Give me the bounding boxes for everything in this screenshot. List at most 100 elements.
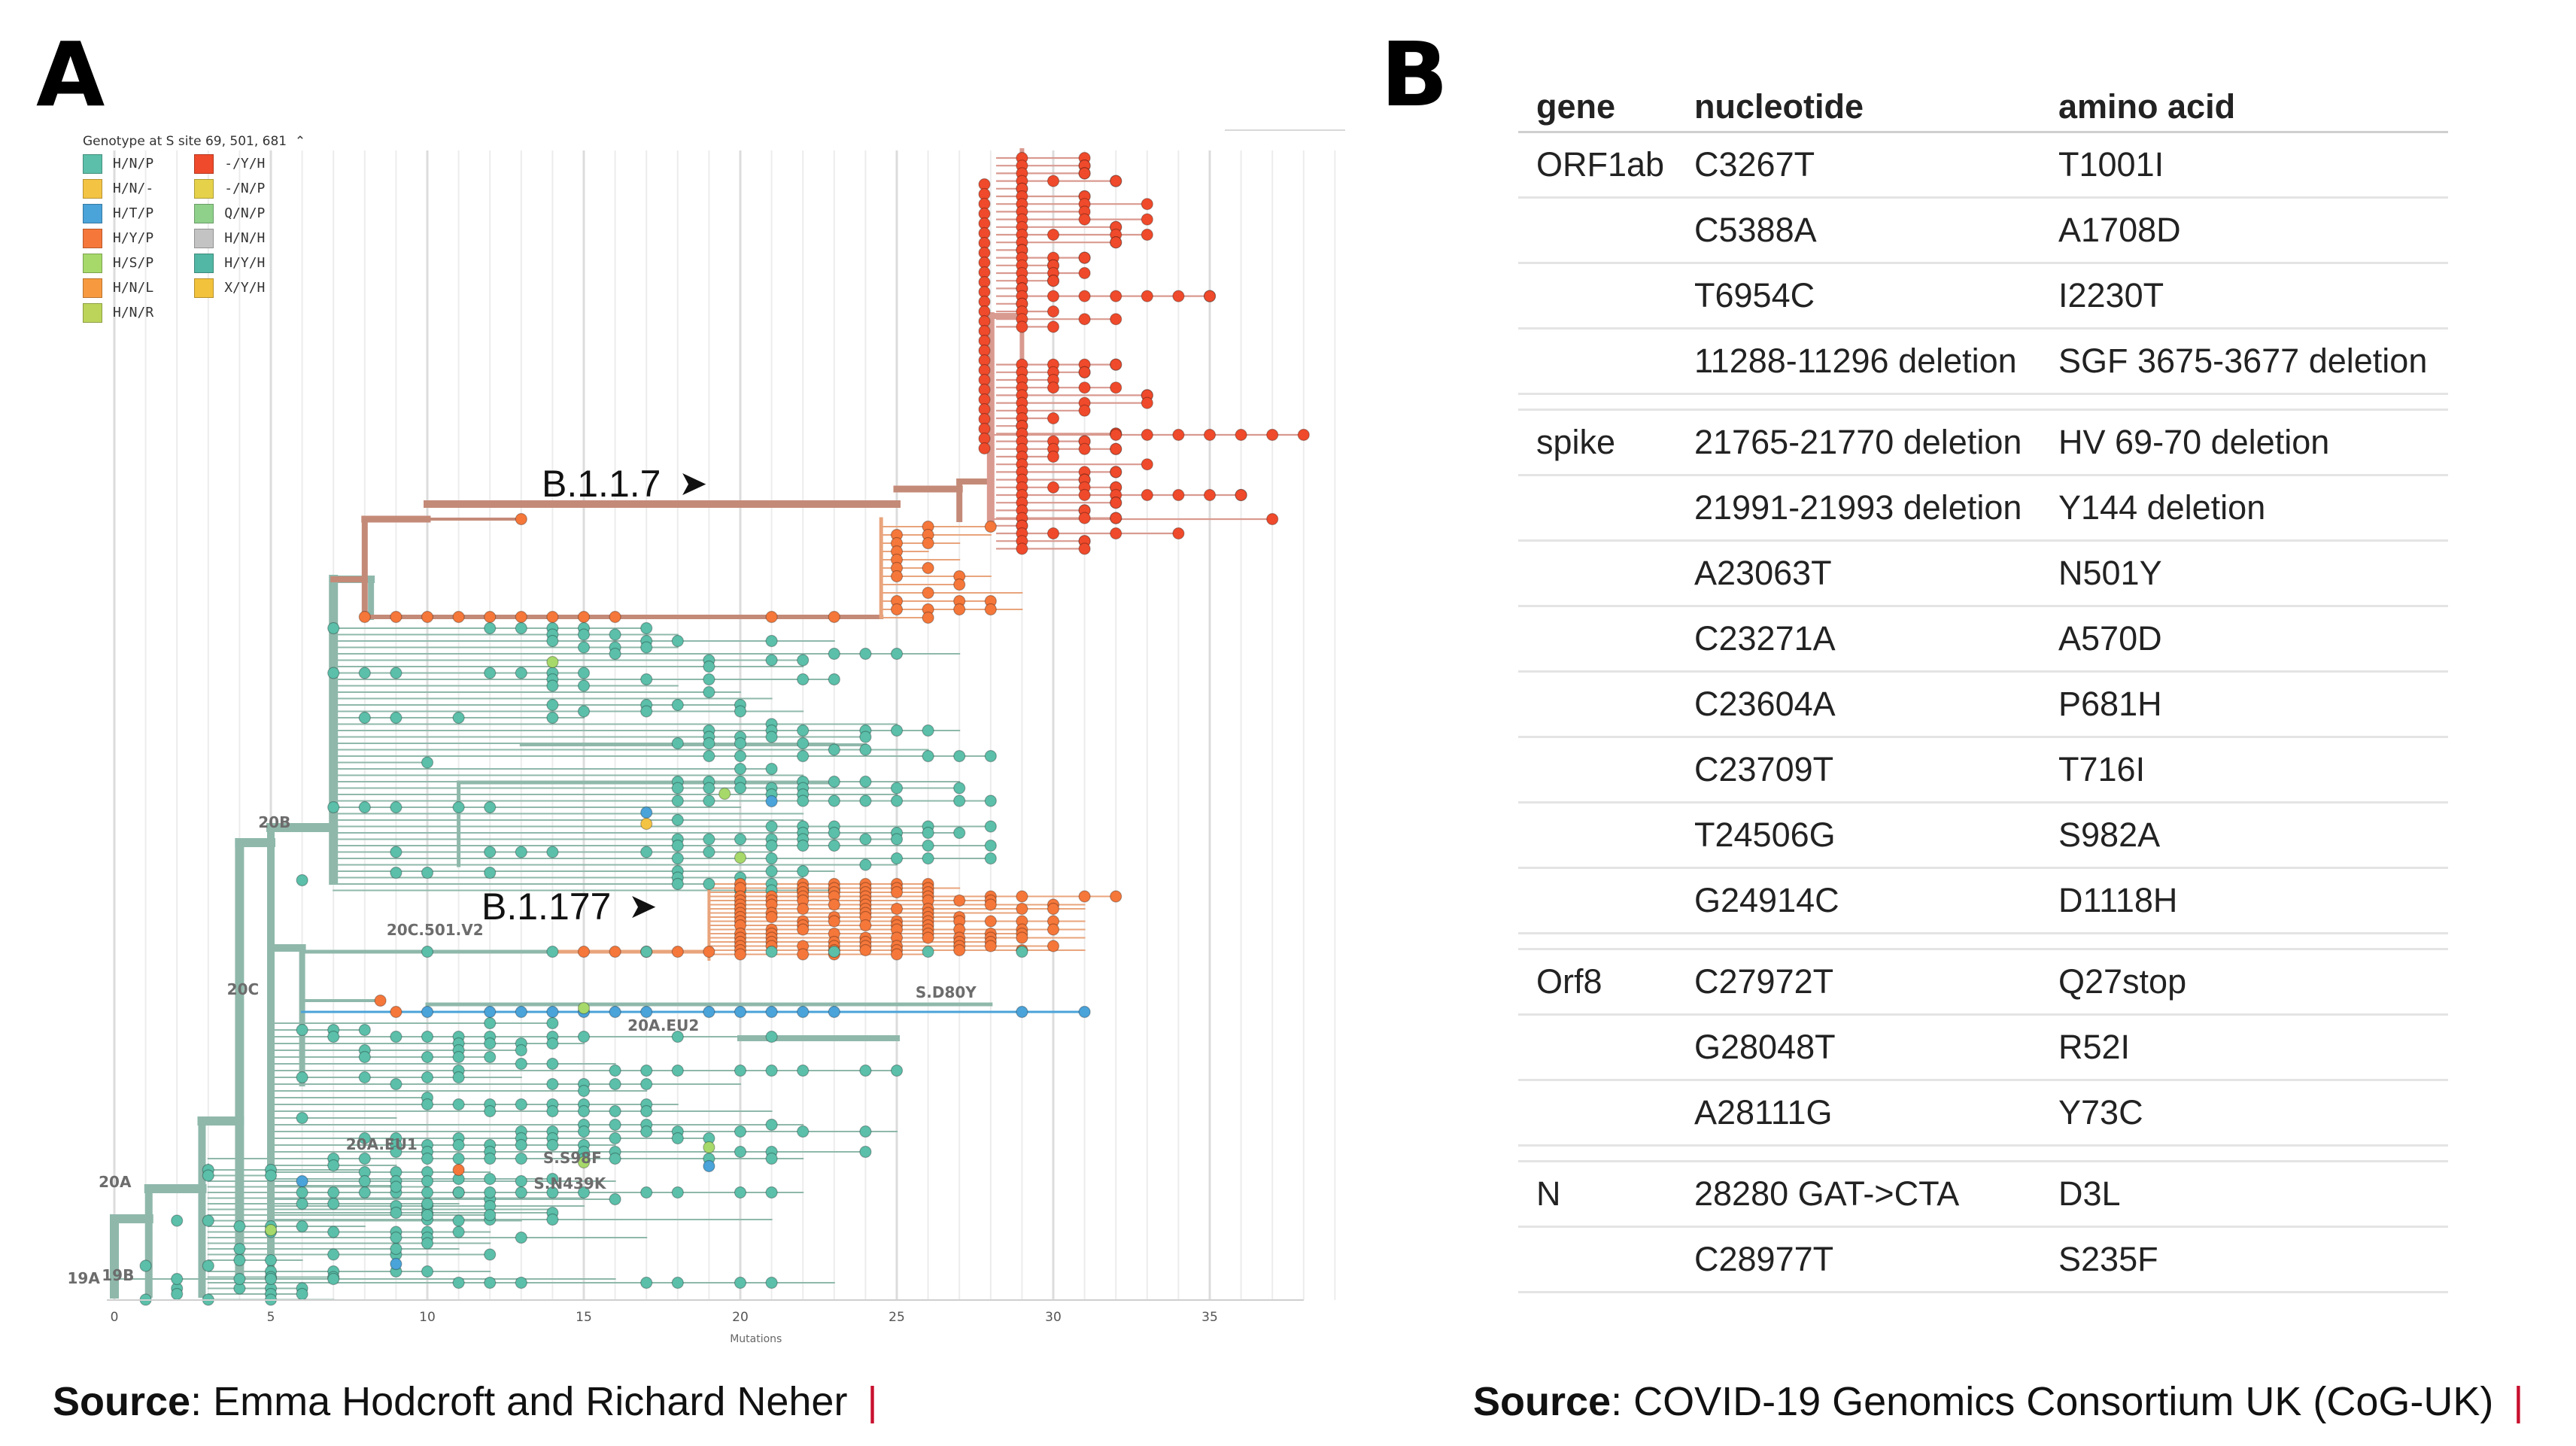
tree-node[interactable]	[671, 1030, 684, 1043]
tree-node[interactable]	[922, 724, 934, 737]
tree-node[interactable]	[890, 948, 904, 961]
tree-node[interactable]	[922, 839, 934, 852]
tree-node[interactable]	[358, 610, 371, 624]
legend-item[interactable]: H/Y/H	[194, 253, 265, 273]
tree-node[interactable]	[452, 1214, 465, 1227]
tree-node[interactable]	[859, 1064, 872, 1077]
legend-item[interactable]: X/Y/H	[194, 278, 265, 298]
tree-node[interactable]	[640, 1064, 653, 1077]
tree-node[interactable]	[922, 611, 934, 624]
tree-node[interactable]	[890, 724, 904, 737]
tree-node[interactable]	[984, 940, 997, 952]
tree-node[interactable]	[1016, 542, 1028, 555]
tree-node[interactable]	[953, 794, 966, 807]
tree-node[interactable]	[421, 1050, 434, 1064]
tree-node[interactable]	[703, 737, 715, 750]
tree-node[interactable]	[765, 731, 778, 743]
tree-node[interactable]	[671, 1064, 684, 1077]
tree-node[interactable]	[797, 654, 810, 667]
tree-node[interactable]	[1141, 198, 1153, 211]
tree-node[interactable]	[765, 1186, 778, 1199]
tree-node[interactable]	[421, 1071, 434, 1084]
tree-node[interactable]	[890, 647, 904, 661]
tree-node[interactable]	[703, 660, 715, 673]
tree-node[interactable]	[640, 1276, 653, 1290]
tree-node[interactable]	[890, 852, 904, 865]
tree-node[interactable]	[358, 1050, 371, 1064]
tree-node[interactable]	[484, 1037, 497, 1050]
tree-node[interactable]	[671, 852, 684, 865]
tree-node[interactable]	[171, 1272, 184, 1286]
tree-node[interactable]	[1078, 512, 1091, 524]
tree-node[interactable]	[890, 1064, 904, 1077]
tree-node[interactable]	[922, 586, 934, 600]
tree-node[interactable]	[484, 846, 497, 858]
tree-node[interactable]	[734, 833, 747, 846]
tree-node[interactable]	[609, 945, 621, 958]
tree-node[interactable]	[577, 945, 591, 958]
tree-node[interactable]	[546, 698, 559, 712]
tree-node[interactable]	[546, 1037, 559, 1050]
legend-item[interactable]: Q/N/P	[194, 203, 265, 223]
legend-item[interactable]: -/N/P	[194, 178, 265, 199]
tree-node[interactable]	[515, 1174, 527, 1188]
tree-node[interactable]	[1016, 945, 1028, 958]
tree-node[interactable]	[452, 1138, 465, 1152]
tree-node[interactable]	[1266, 428, 1279, 442]
tree-node[interactable]	[797, 749, 810, 763]
tree-node[interactable]	[515, 1231, 527, 1244]
tree-node[interactable]	[515, 1005, 527, 1019]
tree-node[interactable]	[139, 1259, 152, 1272]
tree-node[interactable]	[1078, 251, 1091, 264]
tree-node[interactable]	[421, 1030, 434, 1043]
tree-node[interactable]	[890, 782, 904, 794]
tree-node[interactable]	[859, 775, 872, 788]
tree-node[interactable]	[1016, 1005, 1028, 1019]
tree-node[interactable]	[452, 1071, 465, 1084]
tree-node[interactable]	[765, 864, 778, 878]
tree-node[interactable]	[671, 634, 684, 648]
tree-node[interactable]	[390, 1206, 402, 1220]
tree-node[interactable]	[828, 945, 840, 958]
tree-node[interactable]	[358, 1186, 371, 1199]
tree-node[interactable]	[922, 931, 934, 944]
tree-node[interactable]	[1110, 890, 1122, 903]
tree-node[interactable]	[1110, 512, 1122, 524]
tree-node[interactable]	[828, 839, 840, 852]
tree-node[interactable]	[828, 826, 840, 840]
tree-node[interactable]	[358, 800, 371, 814]
tree-node[interactable]	[671, 877, 684, 891]
tree-node[interactable]	[640, 1077, 653, 1091]
tree-node[interactable]	[953, 943, 966, 957]
tree-node[interactable]	[577, 1001, 591, 1015]
tree-node[interactable]	[1046, 527, 1060, 540]
tree-node[interactable]	[609, 610, 621, 624]
tree-node[interactable]	[859, 1145, 872, 1159]
tree-node[interactable]	[296, 1023, 308, 1037]
tree-node[interactable]	[390, 711, 402, 725]
tree-node[interactable]	[703, 833, 715, 846]
tree-node[interactable]	[296, 1111, 308, 1125]
tree-node[interactable]	[828, 775, 840, 788]
tree-node[interactable]	[452, 610, 465, 624]
tree-node[interactable]	[546, 1138, 559, 1152]
tree-node[interactable]	[452, 1276, 465, 1290]
tree-node[interactable]	[577, 1084, 591, 1098]
tree-node[interactable]	[1046, 450, 1060, 463]
tree-node[interactable]	[1046, 305, 1060, 318]
tree-node[interactable]	[765, 794, 778, 808]
tree-node[interactable]	[296, 1174, 308, 1188]
tree-node[interactable]	[609, 1077, 621, 1091]
tree-node[interactable]	[1046, 902, 1060, 916]
tree-node[interactable]	[1141, 458, 1153, 471]
tree-node[interactable]	[390, 1257, 402, 1271]
tree-node[interactable]	[390, 1145, 402, 1159]
tree-node[interactable]	[828, 915, 840, 928]
tree-node[interactable]	[765, 945, 778, 958]
tree-node[interactable]	[671, 1276, 684, 1290]
tree-node[interactable]	[890, 886, 904, 899]
tree-node[interactable]	[1110, 442, 1122, 455]
tree-node[interactable]	[922, 749, 934, 763]
tree-node[interactable]	[640, 1104, 653, 1118]
tree-node[interactable]	[484, 800, 497, 814]
